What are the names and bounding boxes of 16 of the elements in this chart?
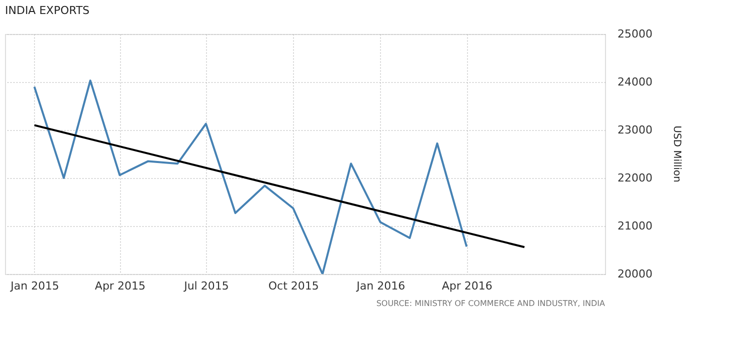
y-tick-label: 23000 [618,124,652,136]
y-axis-title: USD Million [671,126,682,182]
source-note: SOURCE: MINISTRY OF COMMERCE AND INDUSTRY, INDIA [376,299,606,308]
x-tick-label: Apr 2016 [442,280,492,292]
chart-title: INDIA EXPORTS [5,4,90,17]
x-tick-label: Jan 2015 [10,280,60,292]
line-series [33,80,468,274]
y-tick-label: 20000 [618,268,652,280]
x-tick-label: Oct 2015 [268,280,319,292]
y-tick-label: 25000 [618,28,652,40]
x-tick-label: Jul 2015 [183,280,229,292]
y-tick-label: 21000 [618,220,652,232]
x-tick-label: Jan 2016 [356,280,406,292]
y-tick-label: 24000 [618,76,652,88]
y-tick-label: 22000 [618,172,652,184]
x-tick-label: Apr 2015 [94,280,146,292]
